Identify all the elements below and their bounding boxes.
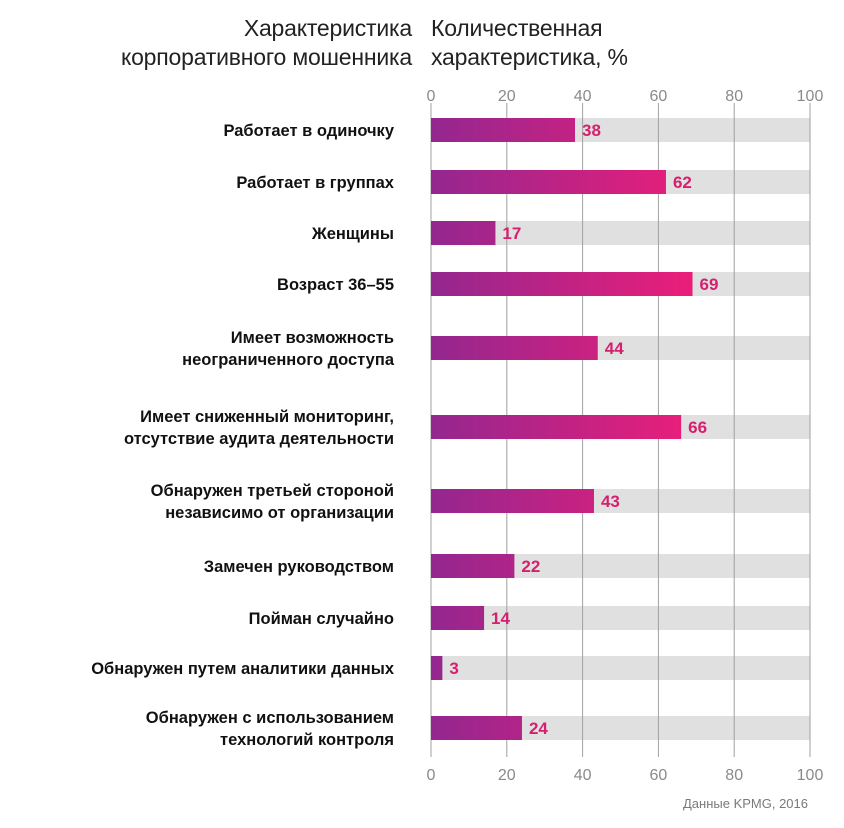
source-note: Данные KPMG, 2016 xyxy=(682,796,808,811)
value-label: 69 xyxy=(700,275,719,294)
category-label: Имеет возможность неограниченного доступа xyxy=(182,329,395,369)
category-label-line: независимо от организации xyxy=(165,504,394,522)
category-label-line: отсутствие аудита деятельности xyxy=(124,430,394,448)
x-tick-label-bottom: 20 xyxy=(498,767,516,784)
category-label: Женщины xyxy=(311,225,394,243)
value-label: 43 xyxy=(601,492,620,511)
category-label-line: Имеет возможность xyxy=(231,329,394,347)
category-label-line: Возраст 36–55 xyxy=(277,276,394,294)
bar xyxy=(431,415,682,439)
left-header-line-2: корпоративного мошенника xyxy=(120,44,412,70)
left-header-line-1: Характеристика xyxy=(243,15,412,41)
bar-track xyxy=(431,606,810,630)
x-tick-label-bottom: 60 xyxy=(650,767,668,784)
bar xyxy=(431,336,598,360)
x-tick-label-top: 60 xyxy=(650,88,668,105)
category-label-line: Обнаружен третьей стороной xyxy=(151,482,394,500)
category-label: Возраст 36–55 xyxy=(277,276,394,294)
category-label-line: Женщины xyxy=(311,225,394,243)
bar xyxy=(431,170,666,194)
category-label-line: Замечен руководством xyxy=(204,558,394,576)
bar xyxy=(431,489,594,513)
category-label: Обнаружен с использованием технологий кон… xyxy=(146,709,394,749)
category-label-line: Работает в одиночку xyxy=(223,122,394,140)
bar xyxy=(431,272,693,296)
x-tick-label-bottom: 80 xyxy=(725,767,743,784)
value-label: 44 xyxy=(605,339,624,358)
label-layer: 38 Работает в одиночку 62 Работает в группа… xyxy=(91,121,718,749)
category-label: Замечен руководством xyxy=(204,558,394,576)
bar xyxy=(431,554,515,578)
bar-track xyxy=(431,656,810,680)
bar xyxy=(431,606,485,630)
category-label-line: Обнаружен путем аналитики данных xyxy=(91,660,395,678)
x-tick-label-top: 20 xyxy=(498,88,516,105)
x-tick-label-bottom: 40 xyxy=(574,767,592,784)
bar xyxy=(431,221,496,245)
category-label: Обнаружен путем аналитики данных xyxy=(91,660,395,678)
right-column-header: Количественная характеристика, % xyxy=(431,14,628,72)
x-tick-label-top: 100 xyxy=(797,88,824,105)
x-tick-label-bottom: 0 xyxy=(427,767,436,784)
value-label: 66 xyxy=(688,418,707,437)
category-label-line: Работает в группах xyxy=(236,174,394,192)
x-tick-label-top: 40 xyxy=(574,88,592,105)
category-label: Имеет сниженный мониторинг, отсутствие ау… xyxy=(124,408,394,448)
value-label: 22 xyxy=(521,557,540,576)
bar xyxy=(431,118,576,142)
category-label-line: Имеет сниженный мониторинг, xyxy=(140,408,394,426)
x-tick-label-bottom: 100 xyxy=(797,767,824,784)
category-label: Работает в одиночку xyxy=(223,122,394,140)
bar xyxy=(431,656,443,680)
category-label-line: технологий контроля xyxy=(220,731,394,749)
category-label-line: Обнаружен с использованием xyxy=(146,709,394,727)
value-label: 24 xyxy=(529,719,548,738)
x-tick-label-top: 80 xyxy=(725,88,743,105)
category-label-line: неограниченного доступа xyxy=(182,351,395,369)
bar xyxy=(431,716,522,740)
value-label: 62 xyxy=(673,173,692,192)
category-label-line: Пойман случайно xyxy=(249,610,394,628)
category-label: Работает в группах xyxy=(236,174,394,192)
value-label: 17 xyxy=(502,224,521,243)
category-label: Пойман случайно xyxy=(249,610,394,628)
category-label: Обнаружен третьей стороной независимо от … xyxy=(151,482,394,522)
right-header-line-2: характеристика, % xyxy=(431,44,628,70)
left-column-header: Характеристика корпоративного мошенника xyxy=(121,14,412,72)
value-label: 3 xyxy=(449,659,458,678)
value-label: 14 xyxy=(491,609,510,628)
bar-layer xyxy=(431,118,693,740)
right-header-line-1: Количественная xyxy=(431,15,603,41)
tick-layer: 0 0 20 20 40 40 60 60 80 80 100 100 xyxy=(427,88,824,784)
value-label: 38 xyxy=(582,121,601,140)
x-tick-label-top: 0 xyxy=(427,88,436,105)
